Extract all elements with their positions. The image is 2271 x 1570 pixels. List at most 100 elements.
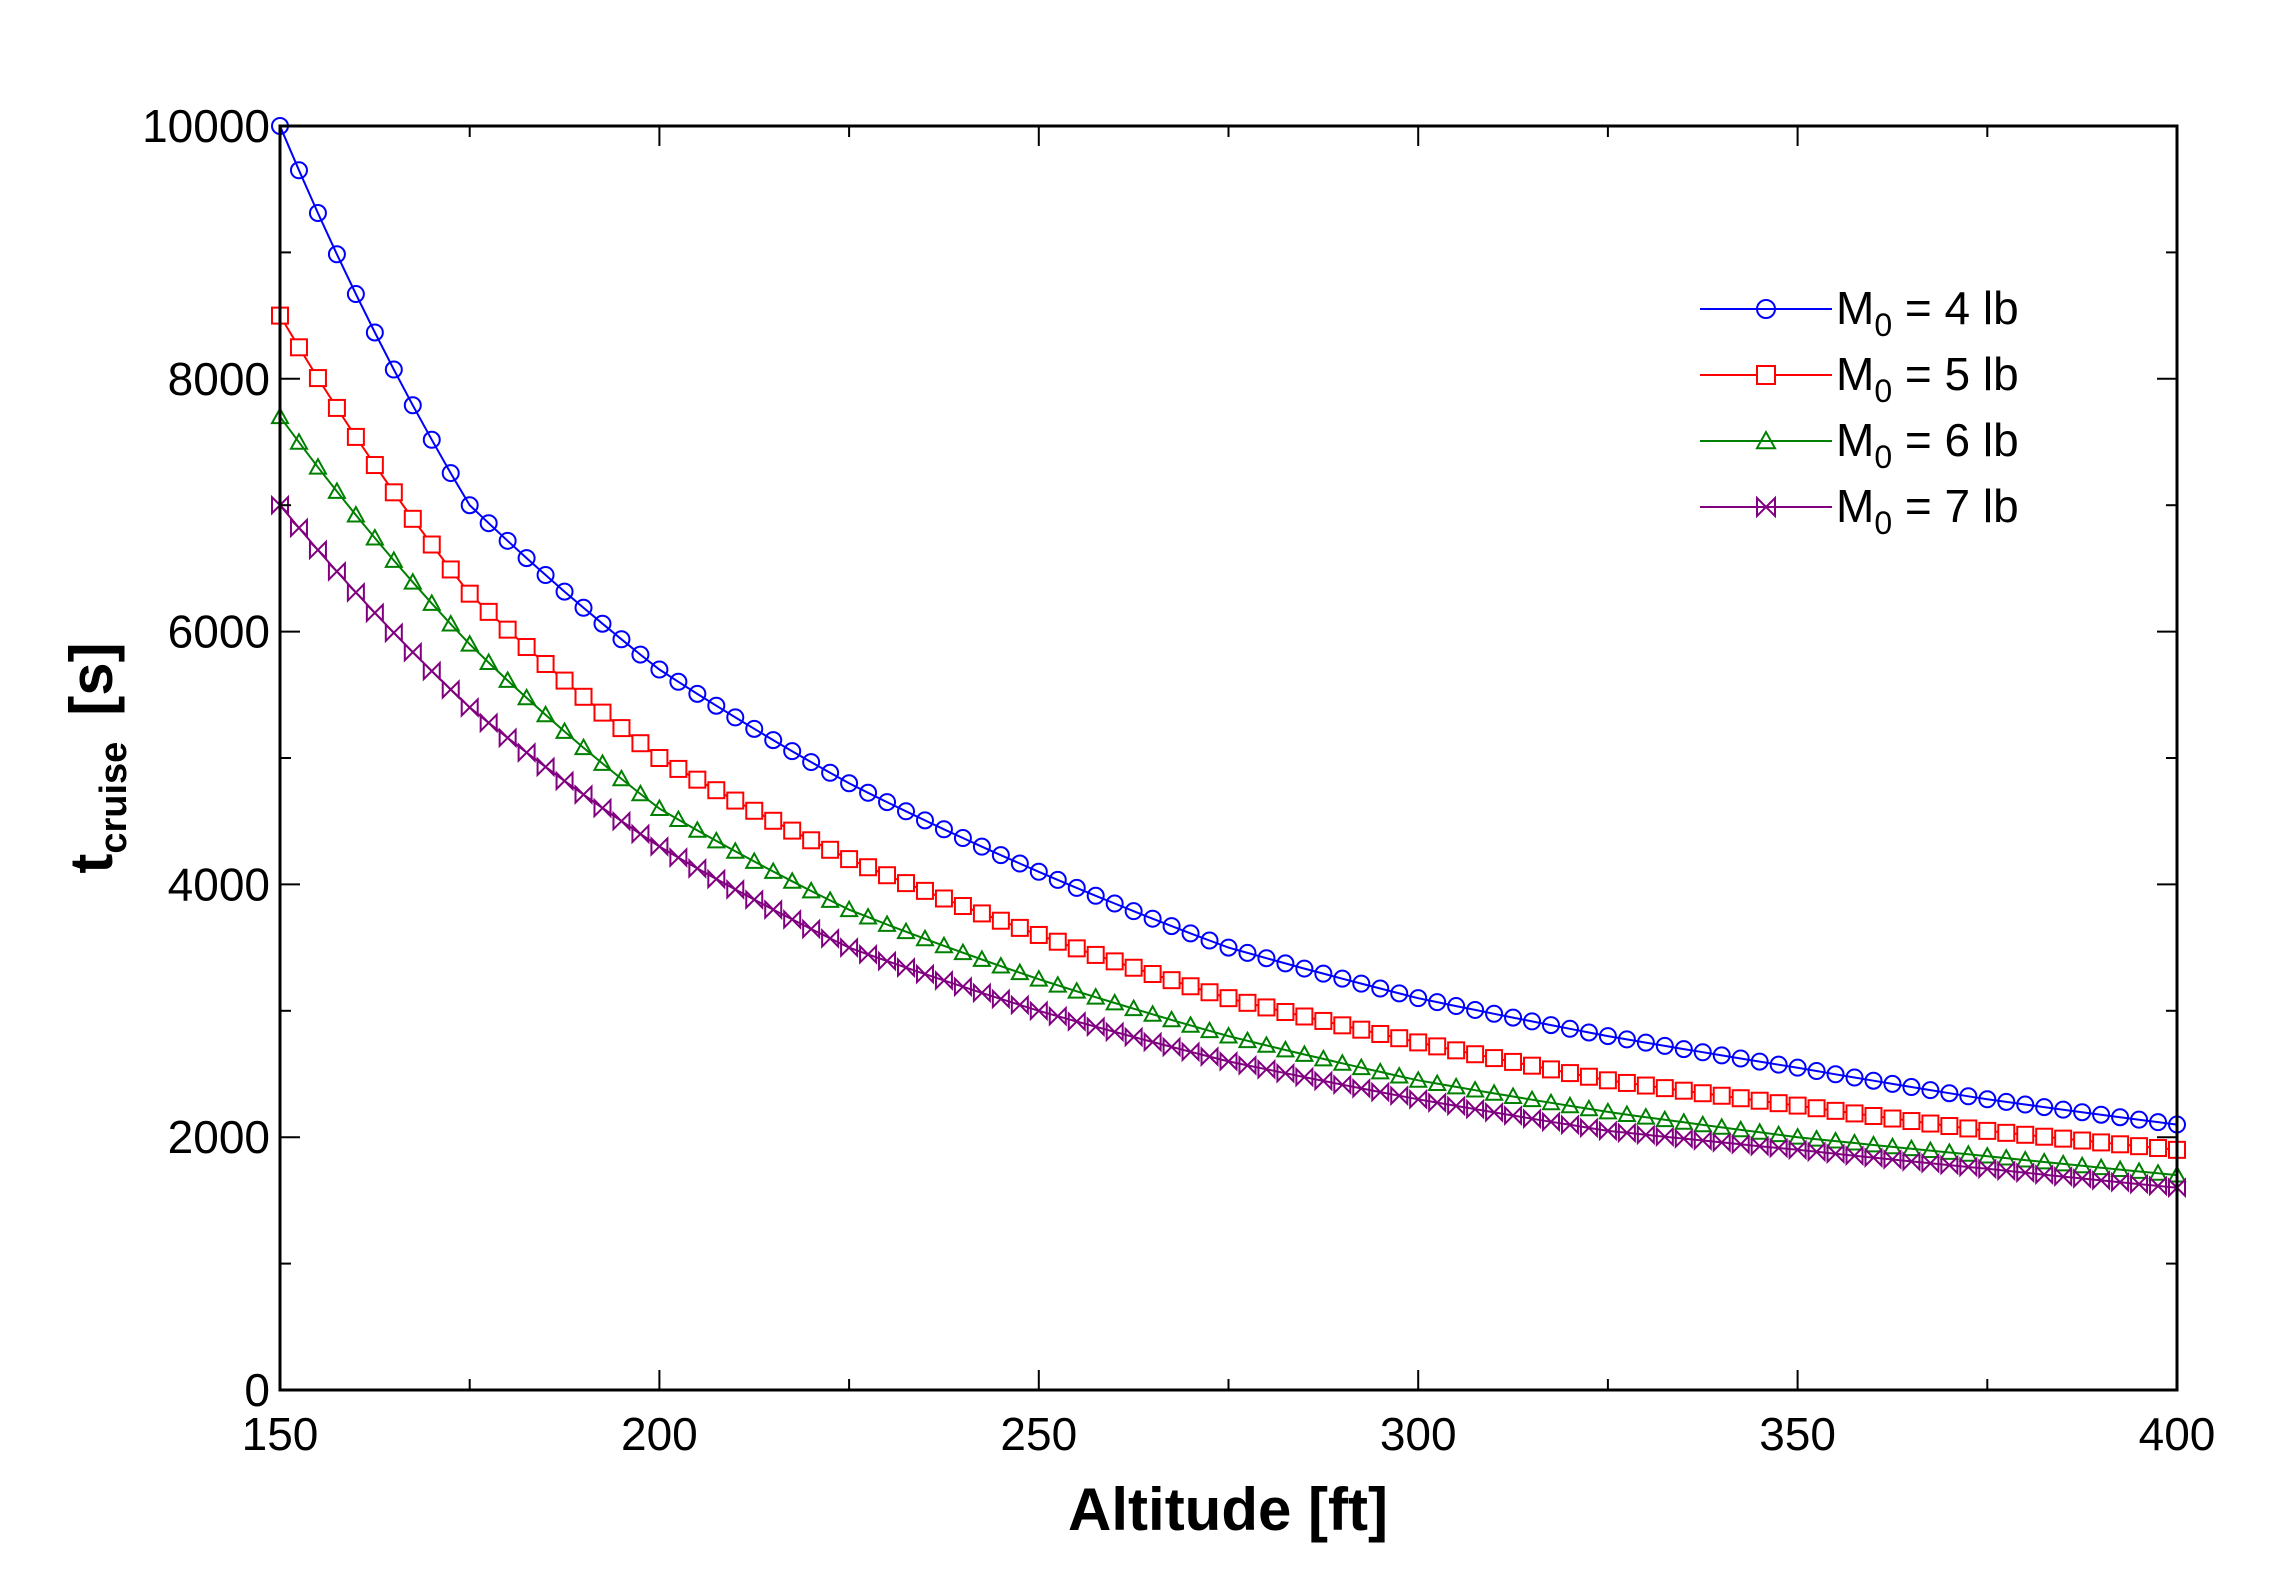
legend-item: M0 = 6 lb [1700, 414, 2019, 475]
data-point [1712, 1086, 1731, 1105]
data-point [1788, 1096, 1807, 1115]
data-point [1161, 1009, 1182, 1028]
data-point [915, 881, 934, 900]
data-point [308, 204, 327, 223]
data-point [1883, 1109, 1902, 1128]
data-point [2092, 1169, 2111, 1191]
data-point [802, 918, 821, 940]
data-point [1086, 945, 1105, 964]
data-point [1219, 938, 1238, 957]
data-point [783, 909, 802, 930]
data-point [1845, 1068, 1864, 1087]
data-point [725, 841, 745, 859]
data-point [1295, 1066, 1314, 1088]
data-point [1200, 983, 1219, 1002]
data-point [1086, 987, 1106, 1005]
data-point [498, 727, 517, 749]
data-point [2035, 1164, 2054, 1186]
data-point [1712, 1046, 1731, 1065]
data-point [1275, 1039, 1296, 1058]
data-point [346, 504, 366, 523]
data-point [972, 837, 991, 856]
data-point [1617, 1122, 1636, 1144]
data-point [1162, 917, 1181, 936]
data-point [1750, 1091, 1769, 1110]
data-point [1863, 1134, 1884, 1153]
data-point [783, 742, 802, 761]
data-point [745, 801, 764, 820]
data-point [1978, 1090, 1997, 1109]
data-point [2092, 1105, 2111, 1124]
data-point [1390, 1029, 1409, 1048]
data-point [763, 861, 783, 879]
data-point [1959, 1156, 1978, 1178]
data-point [1541, 1016, 1560, 1035]
data-point [517, 549, 536, 568]
data-point [1769, 1094, 1788, 1113]
data-point [1314, 1011, 1333, 1030]
data-point [1029, 862, 1048, 881]
data-point [1731, 1133, 1750, 1155]
data-point [1560, 1114, 1579, 1136]
y-tick-label: 8000 [168, 353, 270, 405]
data-point [1921, 1081, 1940, 1100]
data-point [631, 734, 650, 753]
data-point [915, 811, 934, 830]
data-point [1959, 1087, 1978, 1106]
data-point [707, 781, 726, 800]
data-point [612, 810, 631, 832]
data-point [2054, 1129, 2073, 1148]
data-point [1882, 1136, 1903, 1155]
legend-label: M0 = 6 lb [1836, 414, 2019, 475]
data-point [289, 338, 308, 357]
data-point [403, 396, 422, 415]
data-point [991, 911, 1010, 930]
data-point [2053, 1153, 2073, 1172]
data-point [1446, 1076, 1466, 1095]
data-point [726, 791, 745, 810]
data-point [1352, 1020, 1371, 1039]
data-point [593, 797, 612, 819]
data-point [1105, 952, 1124, 971]
data-point [1124, 902, 1143, 921]
data-point [555, 582, 574, 601]
data-point [1219, 1050, 1238, 1072]
data-point [1295, 1007, 1314, 1026]
data-point [1655, 1109, 1675, 1128]
legend-label-subscript: 0 [1874, 505, 1892, 541]
data-point [308, 369, 327, 388]
data-point [554, 721, 575, 739]
data-point [688, 684, 707, 703]
data-point [1560, 1019, 1579, 1038]
data-point [497, 670, 518, 688]
data-point [1674, 1081, 1693, 1100]
legend-label-subscript: 0 [1874, 439, 1892, 475]
legend-label-main: M [1836, 414, 1874, 466]
data-point [1959, 1119, 1978, 1138]
data-point [821, 763, 840, 782]
legend-label-rest: = 4 lb [1892, 282, 2019, 334]
x-axis-title: Altitude [ft] [1068, 1476, 1388, 1543]
data-point [1294, 1044, 1315, 1062]
data-point [593, 703, 612, 722]
data-point [878, 950, 897, 972]
x-tick-label: 400 [2139, 1408, 2216, 1460]
data-point [1010, 854, 1029, 873]
x-tick-label: 150 [242, 1408, 319, 1460]
data-point [1674, 1128, 1693, 1150]
data-point [707, 868, 726, 890]
data-point [1977, 1146, 1997, 1164]
data-point [858, 907, 878, 925]
data-point [346, 427, 365, 446]
data-point [840, 774, 859, 793]
data-point [1105, 894, 1124, 913]
series-4 [271, 494, 2186, 1199]
data-point [1295, 959, 1314, 978]
data-point [498, 620, 517, 639]
data-point [1313, 1048, 1334, 1067]
data-point [1655, 1079, 1674, 1098]
data-point [991, 988, 1010, 1010]
data-point [479, 602, 498, 621]
data-point [1523, 1056, 1542, 1075]
